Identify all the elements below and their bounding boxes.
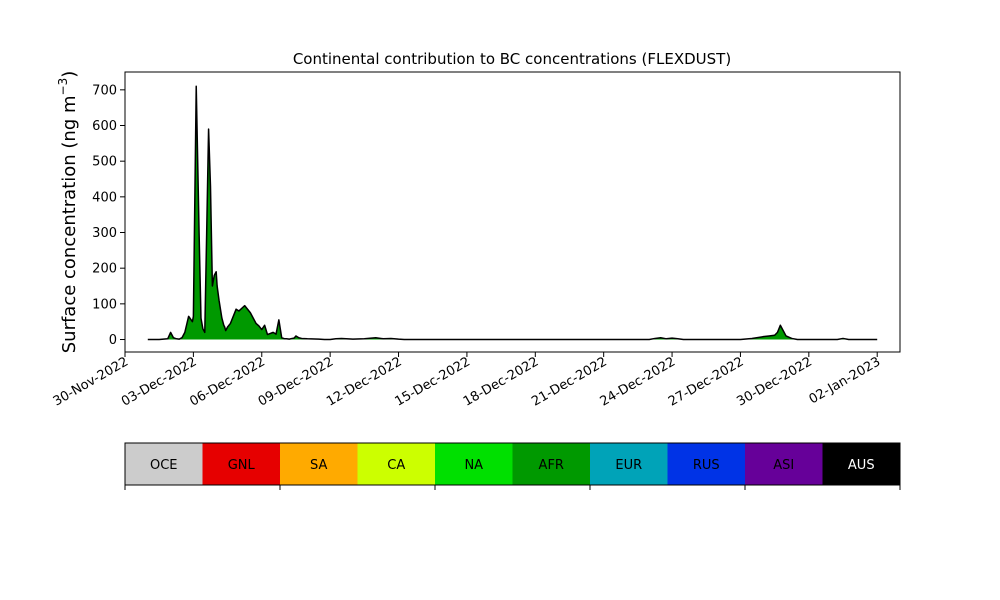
colorbar-label-na: NA [464, 458, 483, 473]
chart-title: Continental contribution to BC concentra… [293, 50, 731, 68]
colorbar-label-asi: ASI [773, 458, 794, 473]
series-line-0 [147, 85, 878, 341]
svg-text:Surface concentration (ng m−3): Surface concentration (ng m−3) [56, 71, 80, 354]
x-tick-label-30-Nov-2022: 30-Nov-2022 [51, 354, 131, 409]
y-axis-label-main: Surface concentration (ng m [59, 95, 80, 353]
x-tick-label-30-Dec-2022: 30-Dec-2022 [734, 354, 814, 409]
colorbar-cell-ca [357, 443, 436, 485]
x-tick-label-24-Dec-2022: 24-Dec-2022 [598, 354, 678, 409]
colorbar-cell-aus [822, 443, 901, 485]
colorbar-label-ca: CA [387, 458, 405, 473]
y-tick-label-700: 700 [92, 83, 117, 98]
colorbar-label-oce: OCE [150, 458, 178, 473]
colorbar-cell-eur [590, 443, 668, 485]
colorbar-label-eur: EUR [615, 458, 642, 473]
colorbar-label-aus: AUS [848, 458, 875, 473]
x-tick-label-06-Dec-2022: 06-Dec-2022 [187, 354, 267, 409]
x-tick-label-18-Dec-2022: 18-Dec-2022 [461, 354, 541, 409]
y-tick-label-0: 0 [109, 333, 117, 348]
x-tick-label-03-Dec-2022: 03-Dec-2022 [119, 354, 199, 409]
colorbar-label-sa: SA [310, 458, 327, 473]
axes-frame [124, 71, 901, 353]
x-tick-label-27-Dec-2022: 27-Dec-2022 [666, 354, 746, 409]
colorbar-cell-afr [512, 443, 591, 485]
colorbar-label-gnl: GNL [228, 458, 256, 473]
series-area-0 [147, 86, 878, 340]
axes: 0 100 200 300 400 500 600 700 30-Nov-202203-Dec-… [51, 71, 901, 410]
y-axis-label-close: ) [59, 71, 80, 78]
colorbar-label-afr: AFR [539, 458, 564, 473]
x-tick-label-21-Dec-2022: 21-Dec-2022 [529, 354, 609, 409]
colorbar-cell-na [435, 443, 513, 485]
colorbar-frame [124, 442, 901, 486]
y-tick-label-500: 500 [92, 155, 117, 170]
colorbar: OCE GNL SA CA NA AFR EUR RUS ASI AUS [124, 442, 901, 490]
colorbar-cell-asi [745, 443, 823, 485]
y-axis-label-exponent: −3 [56, 78, 70, 96]
x-tick-label-12-Dec-2022: 12-Dec-2022 [324, 354, 404, 409]
colorbar-cell-sa [280, 443, 358, 485]
y-axis-label: Surface concentration (ng m−3) [56, 71, 80, 354]
x-tick-label-09-Dec-2022: 09-Dec-2022 [256, 354, 336, 409]
y-tick-label-200: 200 [92, 262, 117, 277]
colorbar-cell-oce [125, 443, 203, 485]
y-tick-label-400: 400 [92, 190, 117, 205]
y-tick-label-300: 300 [92, 226, 117, 241]
y-tick-label-600: 600 [92, 119, 117, 134]
colorbar-label-rus: RUS [693, 458, 720, 473]
colorbar-cell-gnl [202, 443, 281, 485]
x-tick-label-15-Dec-2022: 15-Dec-2022 [393, 354, 473, 409]
x-tick-label-02-Jan-2023: 02-Jan-2023 [807, 354, 884, 407]
colorbar-cell-rus [667, 443, 746, 485]
plot-area [147, 85, 878, 341]
y-tick-label-100: 100 [92, 297, 117, 312]
